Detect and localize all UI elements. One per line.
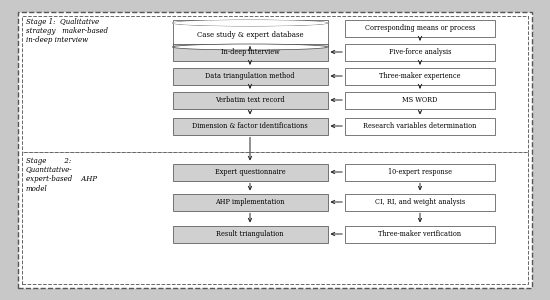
Text: Expert questionnaire: Expert questionnaire [214, 168, 285, 176]
FancyBboxPatch shape [173, 44, 327, 61]
Ellipse shape [173, 20, 327, 26]
FancyBboxPatch shape [173, 226, 327, 242]
FancyBboxPatch shape [345, 194, 495, 211]
FancyBboxPatch shape [345, 20, 495, 37]
FancyBboxPatch shape [345, 164, 495, 181]
Text: In-deep interview: In-deep interview [221, 48, 279, 56]
FancyBboxPatch shape [345, 92, 495, 109]
Text: Case study & expert database: Case study & expert database [197, 31, 303, 39]
Ellipse shape [173, 44, 327, 50]
FancyBboxPatch shape [345, 118, 495, 134]
FancyBboxPatch shape [345, 68, 495, 85]
Text: Result triangulation: Result triangulation [216, 230, 284, 238]
FancyBboxPatch shape [22, 16, 528, 152]
FancyBboxPatch shape [173, 118, 327, 134]
Text: CI, RI, and weight analysis: CI, RI, and weight analysis [375, 198, 465, 206]
Text: Corresponding means or process: Corresponding means or process [365, 24, 475, 32]
Text: Research variables determination: Research variables determination [364, 122, 477, 130]
Text: Data triangulation method: Data triangulation method [205, 72, 295, 80]
Text: MS WORD: MS WORD [402, 96, 438, 104]
Text: Three-maker verification: Three-maker verification [378, 230, 461, 238]
FancyBboxPatch shape [18, 12, 532, 288]
FancyBboxPatch shape [173, 92, 327, 109]
FancyBboxPatch shape [173, 20, 327, 47]
FancyBboxPatch shape [22, 152, 528, 284]
FancyBboxPatch shape [173, 194, 327, 211]
FancyBboxPatch shape [173, 68, 327, 85]
Text: Stage        2:
Quantitative-
expert-based    AHP
model: Stage 2: Quantitative- expert-based AHP … [26, 157, 97, 193]
Text: 10-expert response: 10-expert response [388, 168, 452, 176]
Text: Five-force analysis: Five-force analysis [389, 48, 451, 56]
Text: Verbatim text record: Verbatim text record [215, 96, 285, 104]
FancyBboxPatch shape [345, 44, 495, 61]
FancyBboxPatch shape [173, 164, 327, 181]
Text: Three-maker experience: Three-maker experience [379, 72, 461, 80]
FancyBboxPatch shape [345, 226, 495, 242]
Text: Stage 1:  Qualitative
strategy   maker-based
in-deep interview: Stage 1: Qualitative strategy maker-base… [26, 18, 108, 44]
Text: Dimension & factor identifications: Dimension & factor identifications [192, 122, 308, 130]
Text: AHP implementation: AHP implementation [215, 198, 285, 206]
Ellipse shape [173, 20, 327, 26]
